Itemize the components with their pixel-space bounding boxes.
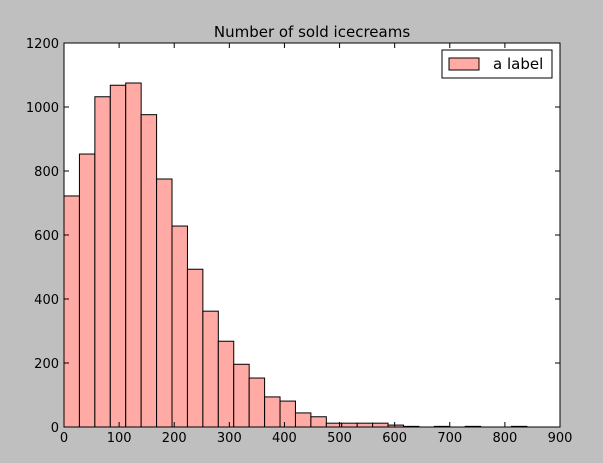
histogram-bar [279,400,296,428]
histogram-bar [156,178,173,428]
histogram-bar [78,153,96,428]
y-tick-label: 1200 [26,37,59,52]
y-tick-label: 800 [34,165,59,180]
histogram-bar [140,114,158,428]
histogram-bar [372,422,389,428]
histogram-bar [264,396,281,428]
histogram-bar [217,340,235,428]
y-tick-label: 1000 [26,101,59,116]
x-tick-label: 400 [272,431,297,446]
histogram-bar [63,195,80,428]
legend-label: a label [493,55,543,73]
histogram-bar [186,268,204,428]
histogram-bar [202,310,219,428]
histogram-bar [109,84,127,428]
x-tick-label: 800 [492,431,517,446]
histogram-bar [248,377,266,428]
histogram-bar [125,82,142,428]
y-tick-label: 400 [34,293,59,308]
chart-title: Number of sold icecreams [214,23,410,41]
legend-swatch [448,57,480,71]
x-tick-label: 700 [437,431,462,446]
x-tick-label: 500 [327,431,352,446]
x-tick-label: 300 [217,431,242,446]
x-tick-label: 200 [162,431,187,446]
histogram-bar [294,412,312,428]
y-tick-label: 200 [34,357,59,372]
histogram-bar [171,225,188,428]
histogram-bar [310,416,327,428]
x-tick-label: 0 [60,431,68,446]
histogram-bar [341,422,358,428]
legend: a label [441,49,553,79]
x-tick-label: 600 [382,431,407,446]
histogram-bar [233,363,250,428]
histogram-bar [94,96,111,428]
histogram-bar [356,422,374,428]
y-tick-label: 0 [51,421,59,436]
x-tick-label: 100 [107,431,132,446]
y-tick-label: 600 [34,229,59,244]
x-tick-label: 900 [548,431,573,446]
ticks-group: 0 100 200 300 400 500 600 700 800 900 0 200 400 600 80… [26,37,573,446]
bars-group [63,82,528,428]
